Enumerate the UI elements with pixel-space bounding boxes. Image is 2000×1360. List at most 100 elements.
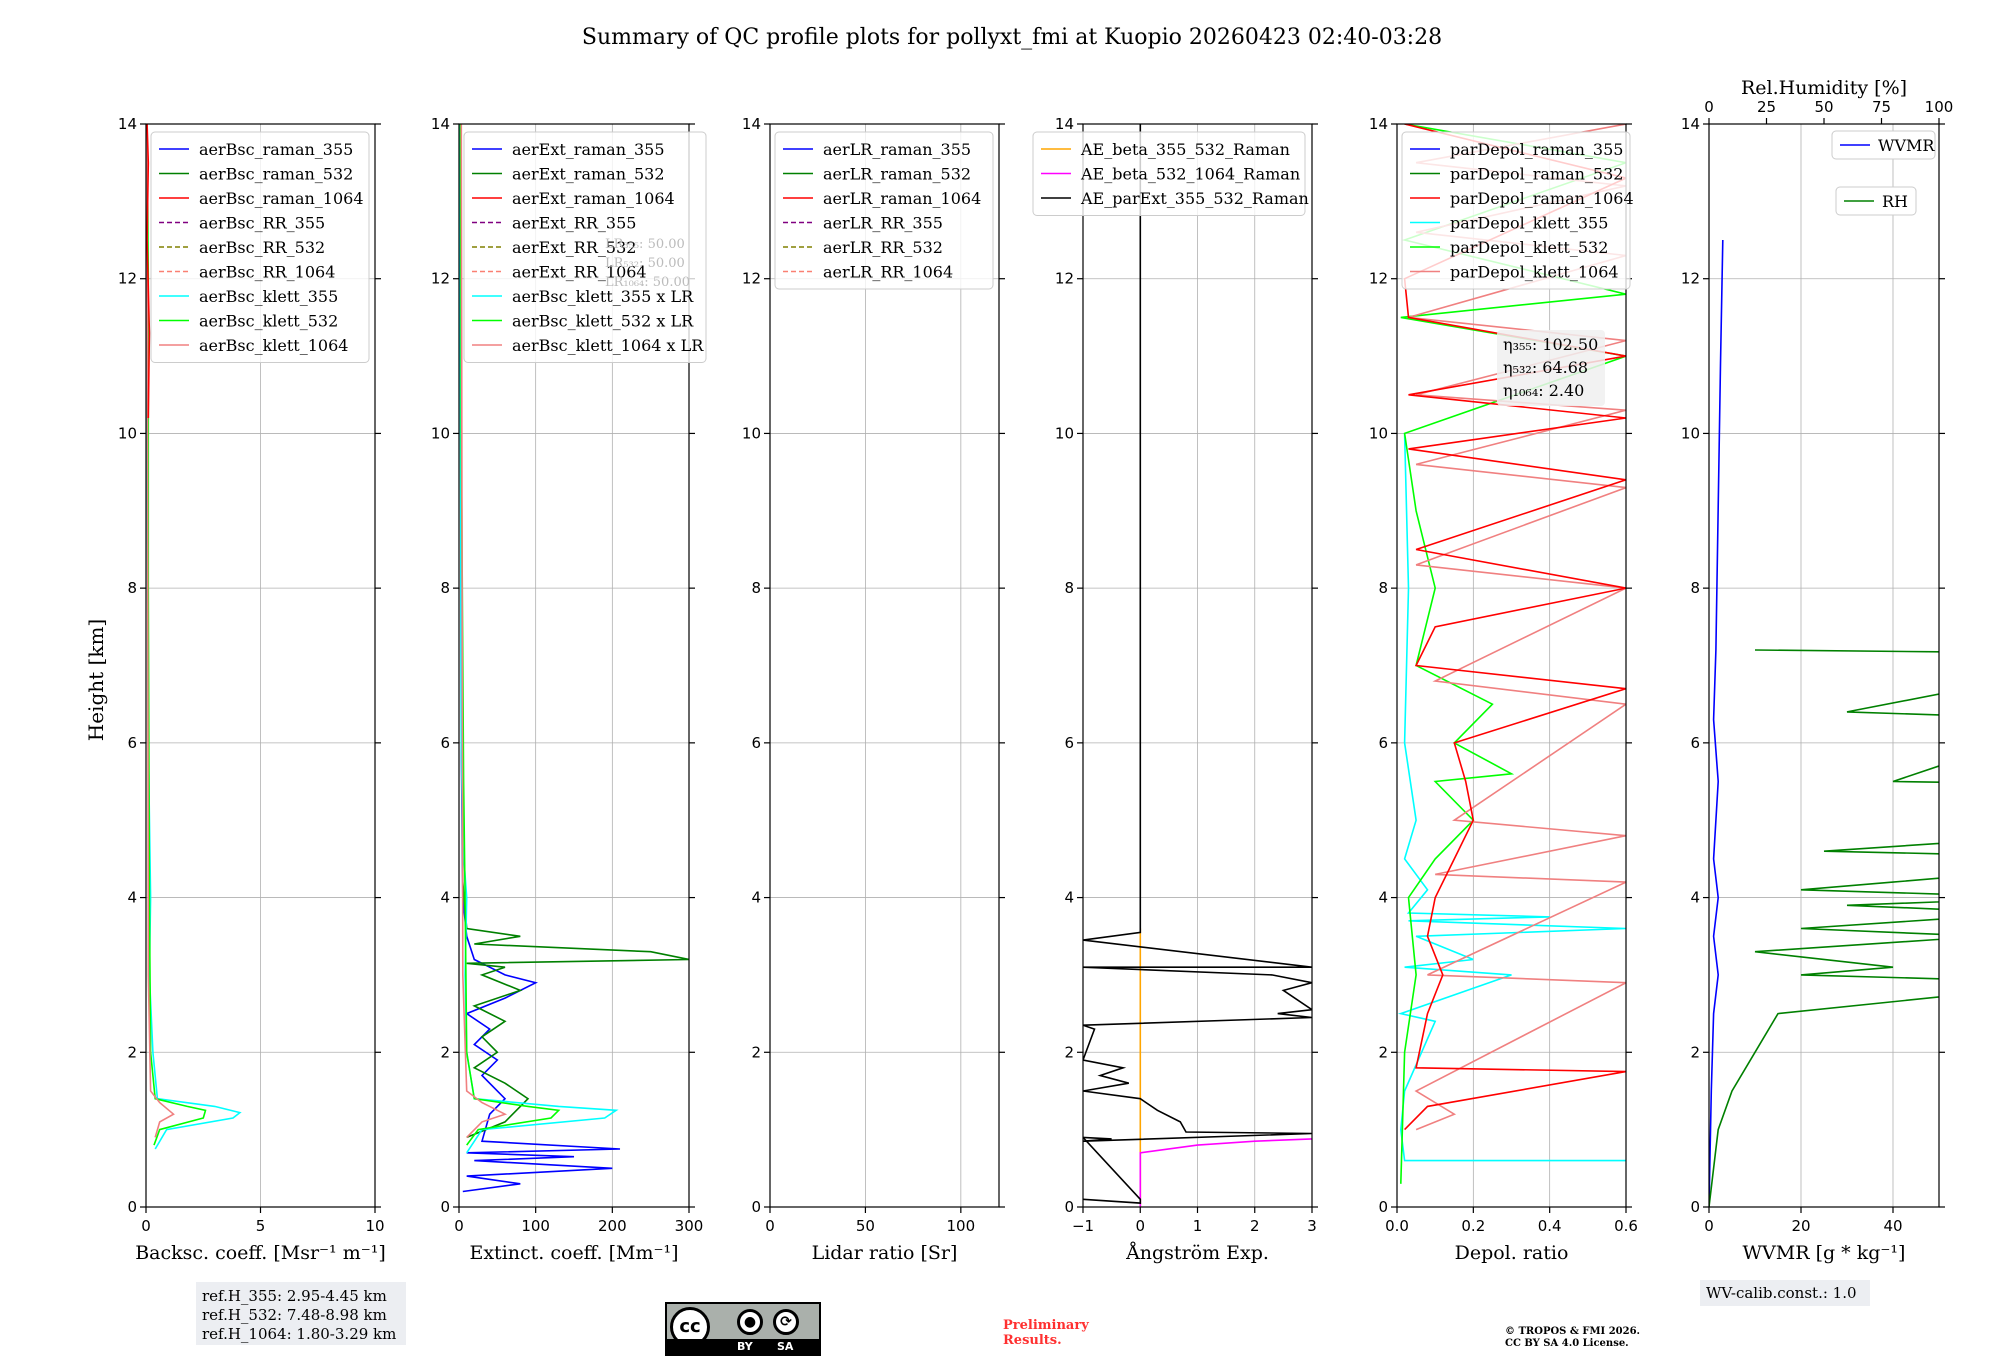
ref-height-355: ref.H_355: 2.95-4.45 km xyxy=(202,1287,387,1305)
legend-label: aerLR_RR_1064 xyxy=(823,263,953,282)
lr-annotation: LR₅₃₂: 50.00 xyxy=(605,256,685,271)
legend-label: RH xyxy=(1882,192,1908,211)
y-tick-label: 6 xyxy=(751,734,761,752)
top-x-axis-label: Rel.Humidity [%] xyxy=(1741,77,1907,99)
y-tick-label: 2 xyxy=(127,1043,137,1061)
x-tick-label: 0 xyxy=(141,1217,151,1235)
top-x-tick-label: 100 xyxy=(1925,98,1954,116)
legend-label: aerBsc_raman_355 xyxy=(199,140,353,159)
legend-label: aerLR_RR_355 xyxy=(823,214,943,233)
x-axis-label: Extinct. coeff. [Mm⁻¹] xyxy=(469,1242,678,1264)
y-tick-label: 6 xyxy=(127,734,137,752)
y-tick-label: 2 xyxy=(751,1043,761,1061)
y-tick-label: 4 xyxy=(127,889,137,907)
x-tick-label: 50 xyxy=(856,1217,875,1235)
y-tick-label: 14 xyxy=(1055,115,1074,133)
ref-height-532: ref.H_532: 7.48-8.98 km xyxy=(202,1306,387,1324)
legend-label: WVMR xyxy=(1878,136,1935,155)
legend-label: aerBsc_klett_355 x LR xyxy=(512,287,694,306)
reference-heights-box: ref.H_355: 2.95-4.45 km ref.H_532: 7.48-… xyxy=(196,1282,406,1345)
x-tick-label: 10 xyxy=(365,1217,384,1235)
legend-label: aerBsc_klett_532 x LR xyxy=(512,312,694,331)
legend-box xyxy=(1032,131,1306,216)
legend-label: AE_beta_532_1064_Raman xyxy=(1080,165,1300,184)
x-tick-label: 5 xyxy=(256,1217,266,1235)
wv-calib-constant-box: WV-calib.const.: 1.0 xyxy=(1700,1280,1870,1306)
series-line-WVMR xyxy=(1709,239,1724,1207)
cc-by-sa-license-badge: cc ● ⟳ BY SA xyxy=(665,1302,821,1356)
x-tick-label: −1 xyxy=(1072,1217,1094,1235)
x-tick-label: 0.2 xyxy=(1461,1217,1485,1235)
data-series-group xyxy=(459,124,689,1193)
top-x-tick-label: 0 xyxy=(1704,98,1714,116)
y-tick-label: 6 xyxy=(1064,734,1074,752)
legend-label: aerExt_raman_1064 xyxy=(512,189,675,208)
y-tick-label: 10 xyxy=(1055,424,1074,442)
x-tick-label: 40 xyxy=(1883,1217,1902,1235)
top-x-tick-label: 50 xyxy=(1814,98,1833,116)
y-tick-label: 2 xyxy=(1690,1043,1700,1061)
top-x-tick-label: 75 xyxy=(1872,98,1891,116)
y-tick-label: 0 xyxy=(440,1198,450,1216)
legend-label: parDepol_klett_355 xyxy=(1450,214,1608,233)
y-tick-label: 4 xyxy=(1064,889,1074,907)
y-tick-label: 4 xyxy=(751,889,761,907)
y-tick-label: 2 xyxy=(1378,1043,1388,1061)
y-tick-label: 0 xyxy=(127,1198,137,1216)
y-tick-label: 2 xyxy=(1064,1043,1074,1061)
y-tick-label: 4 xyxy=(1690,889,1700,907)
legend-box xyxy=(1401,131,1631,290)
x-tick-label: 0 xyxy=(1704,1217,1714,1235)
legend-label: aerBsc_klett_1064 x LR xyxy=(512,336,704,355)
legend-label: aerBsc_klett_355 xyxy=(199,287,338,306)
legend-label: parDepol_klett_532 xyxy=(1450,238,1608,257)
x-tick-label: 0.6 xyxy=(1614,1217,1638,1235)
x-tick-label: 3 xyxy=(1307,1217,1317,1235)
axes-frame xyxy=(1708,123,1940,1208)
series-line-AE_beta_532_1064_Raman xyxy=(1139,1138,1312,1207)
legend-box xyxy=(463,131,707,363)
series-line-aerBsc_klett_1064 x LR xyxy=(460,124,508,1138)
x-tick-label: 0 xyxy=(1135,1217,1145,1235)
x-tick-label: 100 xyxy=(521,1217,550,1235)
data-series-group xyxy=(1083,124,1312,1207)
y-tick-label: 2 xyxy=(440,1043,450,1061)
x-tick-label: 1 xyxy=(1193,1217,1203,1235)
legend-label: parDepol_raman_355 xyxy=(1450,140,1623,159)
data-series-group xyxy=(146,124,242,1150)
person-icon: ● xyxy=(737,1309,763,1335)
series-line-RH xyxy=(1709,649,1939,1207)
x-tick-label: 0.0 xyxy=(1385,1217,1409,1235)
legend-label: parDepol_raman_532 xyxy=(1450,165,1623,184)
copyright-line-2: CC BY SA 4.0 License. xyxy=(1505,1338,1629,1349)
profile-panel-3: 0 2 4 6 8 10 12 14 0 50 100 Lidar ratio [Sr] aerLR_r… xyxy=(742,115,1005,1264)
x-axis-label: Lidar ratio [Sr] xyxy=(812,1242,958,1264)
legend-label: AE_parExt_355_532_Raman xyxy=(1080,189,1309,208)
y-tick-label: 10 xyxy=(431,424,450,442)
y-tick-label: 10 xyxy=(118,424,137,442)
y-tick-label: 12 xyxy=(1055,270,1074,288)
y-tick-label: 14 xyxy=(118,115,137,133)
y-tick-label: 8 xyxy=(1064,579,1074,597)
y-tick-label: 4 xyxy=(1378,889,1388,907)
y-tick-label: 10 xyxy=(1369,424,1388,442)
y-tick-label: 12 xyxy=(1681,270,1700,288)
series-line-aerExt_raman_355 xyxy=(459,124,621,1193)
legend-label: aerBsc_RR_1064 xyxy=(199,263,335,282)
legend-label: aerBsc_klett_532 xyxy=(199,312,338,331)
axes-frame xyxy=(458,123,690,1208)
figure-title: Summary of QC profile plots for pollyxt_… xyxy=(582,25,1442,50)
x-axis-label: Depol. ratio xyxy=(1455,1242,1569,1264)
eta-annotation-box xyxy=(1497,330,1605,406)
y-tick-label: 8 xyxy=(440,579,450,597)
series-line-AE_parExt_355_532_Raman xyxy=(1083,124,1312,1204)
x-tick-label: 0.4 xyxy=(1538,1217,1562,1235)
copyright-line-1: © TROPOS & FMI 2026. xyxy=(1505,1326,1641,1337)
legend-label: aerBsc_RR_532 xyxy=(199,238,325,257)
legend-label: AE_beta_355_532_Raman xyxy=(1080,140,1290,159)
lr-annotation: LR₁₀₆₄: 50.00 xyxy=(605,275,690,290)
legend-label: aerLR_raman_1064 xyxy=(823,189,981,208)
